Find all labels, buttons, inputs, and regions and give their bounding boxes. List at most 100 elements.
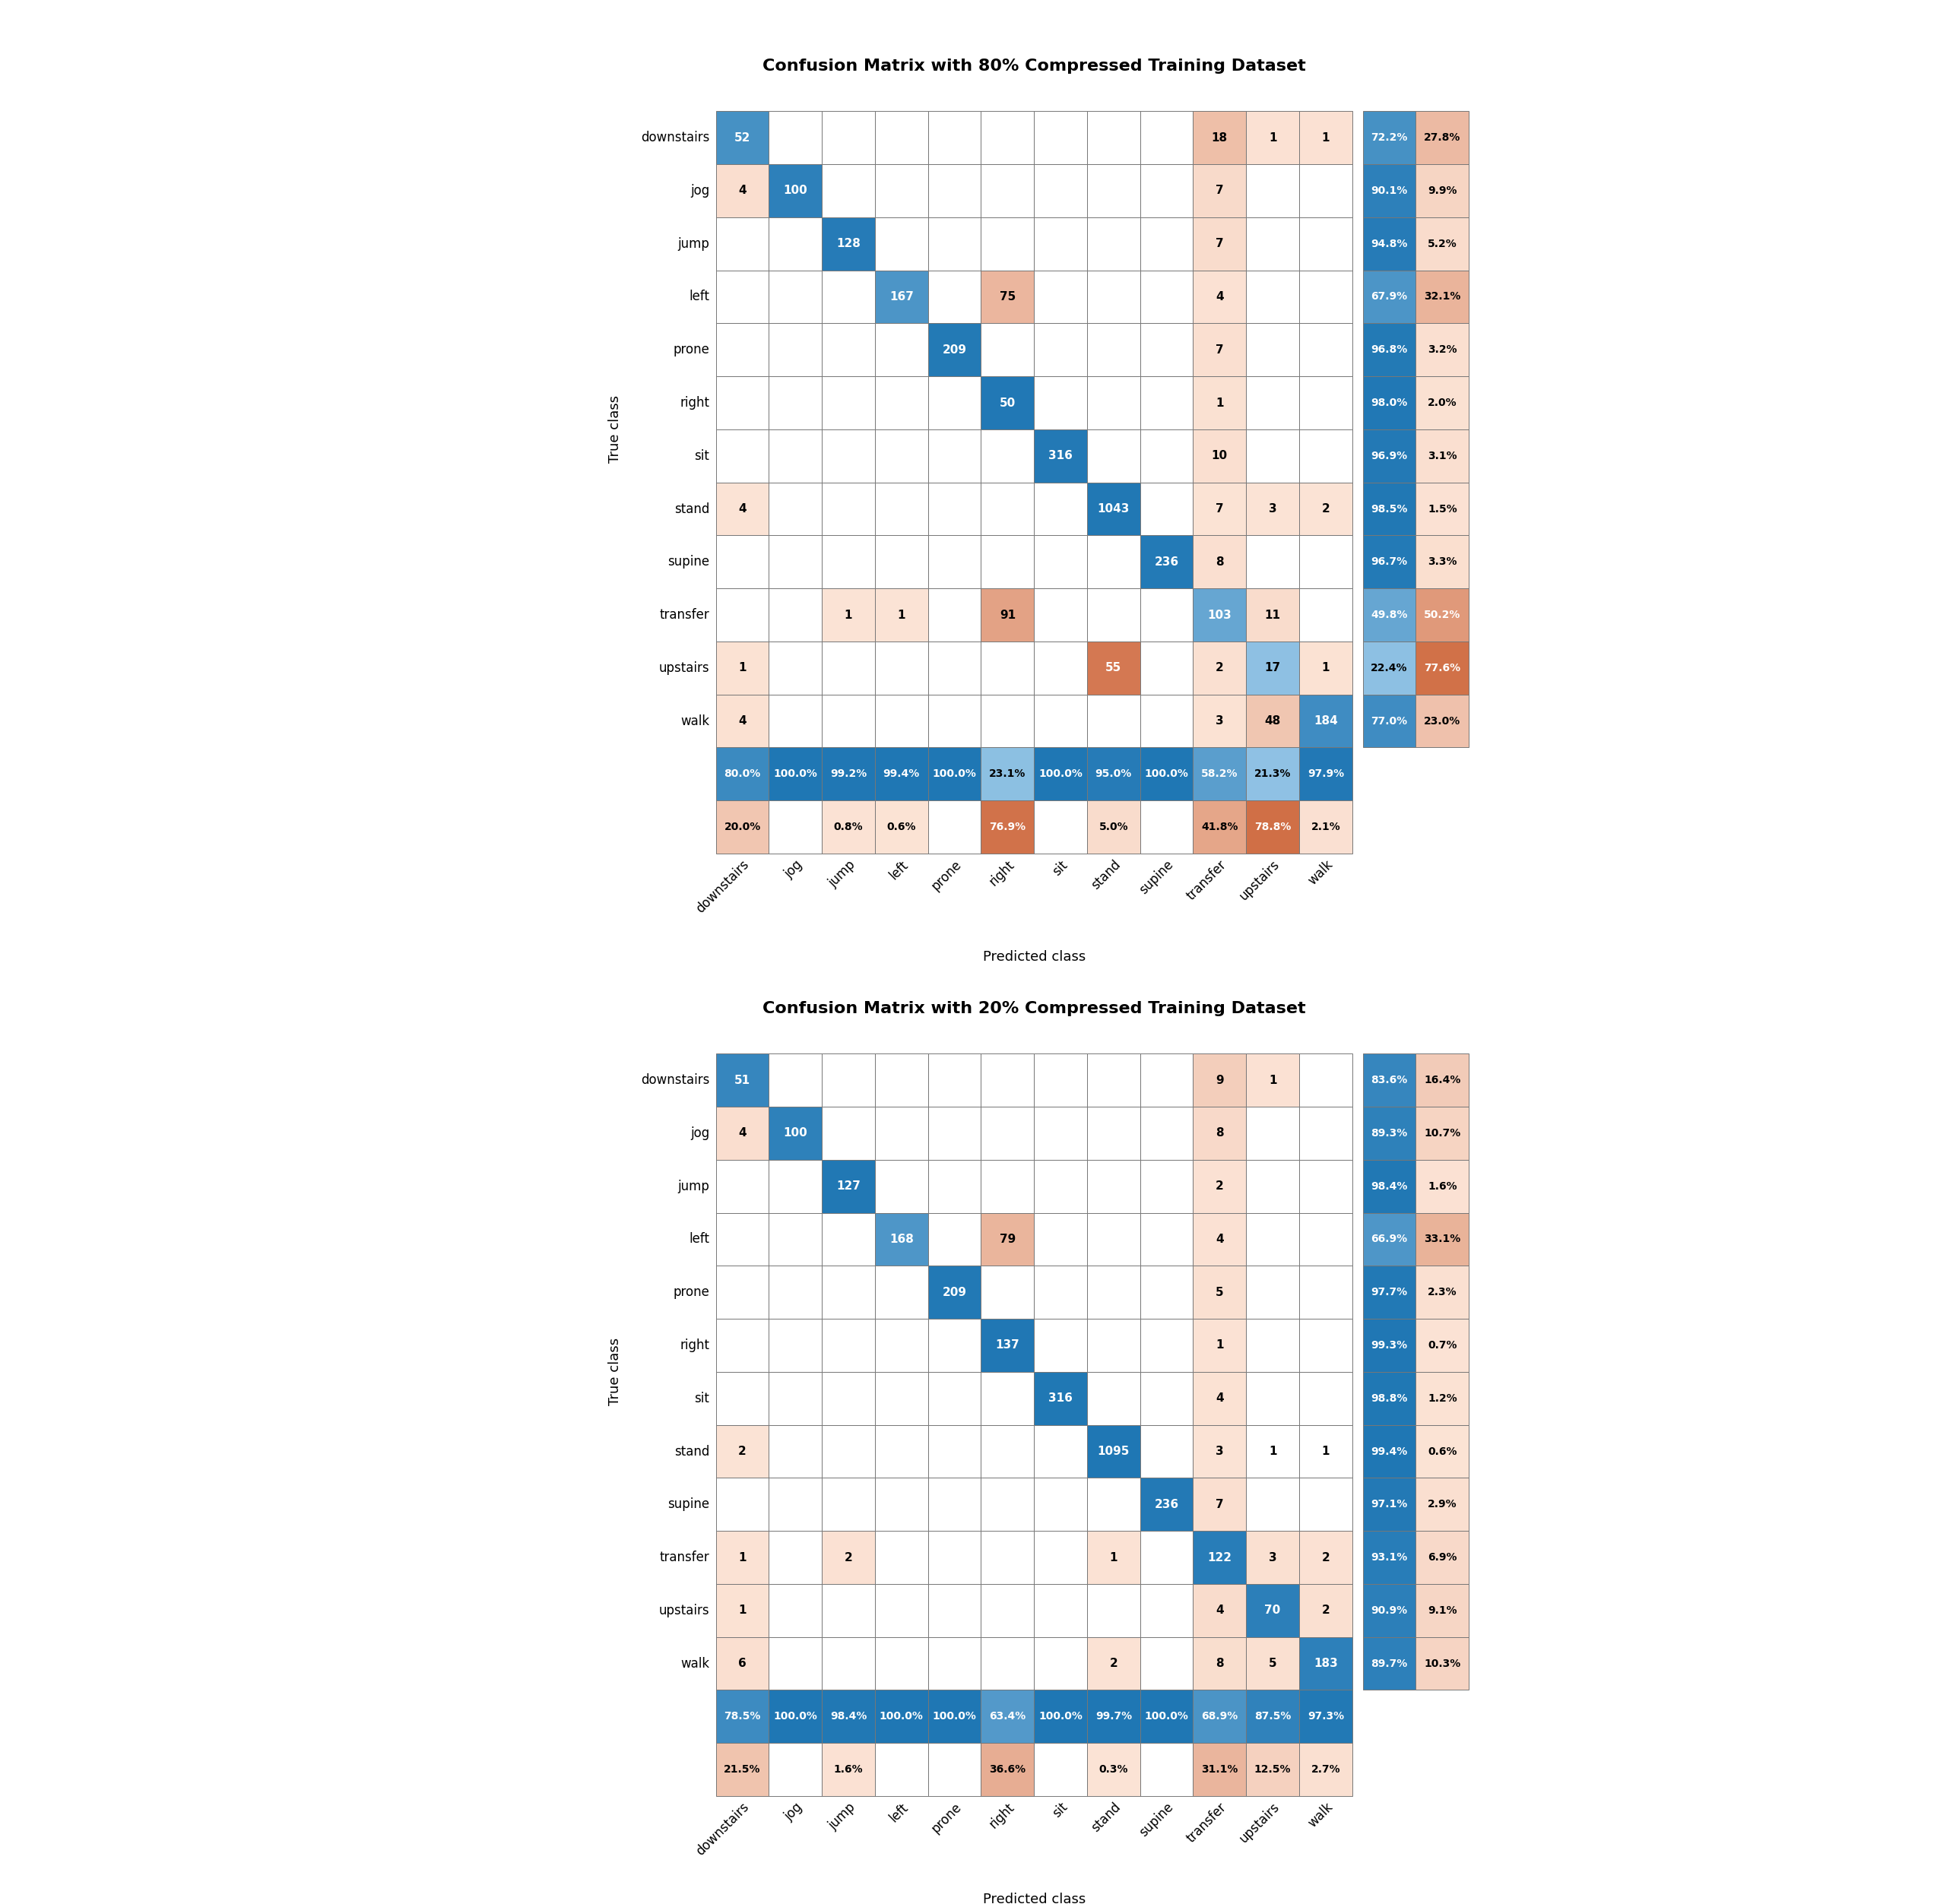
- Text: 1: 1: [1269, 1074, 1277, 1085]
- Text: left: left: [886, 859, 911, 882]
- Bar: [927, 800, 982, 853]
- Bar: [1246, 1053, 1299, 1106]
- Text: 5.2%: 5.2%: [1428, 238, 1457, 249]
- Bar: [716, 695, 769, 748]
- Bar: [769, 430, 822, 482]
- Bar: [1363, 217, 1416, 270]
- Bar: [822, 535, 874, 588]
- Bar: [1193, 1742, 1246, 1795]
- Text: 7: 7: [1215, 503, 1224, 514]
- Text: jump: jump: [825, 859, 859, 889]
- Bar: [1088, 695, 1140, 748]
- Text: 9.9%: 9.9%: [1428, 185, 1457, 196]
- Bar: [1035, 535, 1088, 588]
- Bar: [1035, 217, 1088, 270]
- Bar: [769, 695, 822, 748]
- Bar: [1193, 1478, 1246, 1531]
- Bar: [927, 430, 982, 482]
- Bar: [1088, 1160, 1140, 1213]
- Text: 3.1%: 3.1%: [1428, 451, 1457, 461]
- Bar: [1035, 1319, 1088, 1373]
- Text: 100.0%: 100.0%: [773, 1712, 818, 1721]
- Text: 4: 4: [737, 503, 747, 514]
- Bar: [1363, 695, 1416, 748]
- Bar: [769, 110, 822, 164]
- Bar: [769, 1478, 822, 1531]
- Bar: [982, 800, 1035, 853]
- Bar: [716, 1478, 769, 1531]
- Bar: [769, 324, 822, 377]
- Text: jog: jog: [690, 1127, 710, 1140]
- Bar: [1416, 642, 1469, 695]
- Text: 1.2%: 1.2%: [1428, 1394, 1457, 1403]
- Bar: [1299, 324, 1352, 377]
- Bar: [769, 1373, 822, 1424]
- Text: 236: 236: [1154, 556, 1179, 567]
- Bar: [1140, 1160, 1193, 1213]
- Text: 5: 5: [1269, 1658, 1277, 1670]
- Bar: [1363, 430, 1416, 482]
- Text: transfer: transfer: [1183, 1801, 1228, 1845]
- Text: 33.1%: 33.1%: [1424, 1234, 1461, 1245]
- Bar: [1299, 535, 1352, 588]
- Bar: [982, 1053, 1035, 1106]
- Text: 78.8%: 78.8%: [1254, 823, 1291, 832]
- Text: 1: 1: [1109, 1552, 1117, 1563]
- Text: 96.7%: 96.7%: [1371, 556, 1408, 567]
- Bar: [982, 1637, 1035, 1691]
- Text: 10.3%: 10.3%: [1424, 1658, 1461, 1668]
- Bar: [982, 1319, 1035, 1373]
- Bar: [822, 270, 874, 324]
- Bar: [927, 588, 982, 642]
- Bar: [982, 588, 1035, 642]
- Bar: [1035, 1637, 1088, 1691]
- Bar: [1140, 164, 1193, 217]
- Bar: [822, 1053, 874, 1106]
- Text: 100: 100: [782, 185, 808, 196]
- Bar: [1193, 1424, 1246, 1478]
- Bar: [982, 642, 1035, 695]
- Bar: [1088, 110, 1140, 164]
- Bar: [1299, 217, 1352, 270]
- Text: 6.9%: 6.9%: [1428, 1552, 1457, 1563]
- Text: 0.7%: 0.7%: [1428, 1340, 1457, 1350]
- Bar: [1363, 1266, 1416, 1319]
- Bar: [1416, 1584, 1469, 1637]
- Text: right: right: [986, 1801, 1017, 1832]
- Bar: [982, 482, 1035, 535]
- Bar: [1088, 270, 1140, 324]
- Bar: [1140, 1373, 1193, 1424]
- Bar: [874, 217, 927, 270]
- Bar: [1299, 1584, 1352, 1637]
- Text: 1: 1: [737, 1605, 747, 1616]
- Text: transfer: transfer: [1183, 859, 1228, 902]
- Bar: [1035, 164, 1088, 217]
- Bar: [1246, 588, 1299, 642]
- Text: 23.1%: 23.1%: [990, 769, 1025, 779]
- Bar: [1363, 535, 1416, 588]
- Bar: [1363, 164, 1416, 217]
- Bar: [1246, 1637, 1299, 1691]
- Bar: [1416, 217, 1469, 270]
- Bar: [716, 482, 769, 535]
- Bar: [769, 1424, 822, 1478]
- Text: 7: 7: [1215, 185, 1224, 196]
- Bar: [1246, 642, 1299, 695]
- Bar: [874, 1742, 927, 1795]
- Text: Confusion Matrix with 20% Compressed Training Dataset: Confusion Matrix with 20% Compressed Tra…: [763, 1002, 1307, 1017]
- Bar: [1035, 377, 1088, 430]
- Text: sit: sit: [1050, 1801, 1070, 1820]
- Text: 99.7%: 99.7%: [1095, 1712, 1133, 1721]
- Text: 0.8%: 0.8%: [833, 823, 863, 832]
- Text: jump: jump: [825, 1801, 859, 1832]
- Bar: [874, 1319, 927, 1373]
- Bar: [982, 748, 1035, 800]
- Bar: [982, 377, 1035, 430]
- Text: 97.7%: 97.7%: [1371, 1287, 1408, 1299]
- Text: jump: jump: [677, 236, 710, 251]
- Text: True class: True class: [608, 1339, 622, 1405]
- Text: prone: prone: [929, 1801, 964, 1835]
- Bar: [927, 1691, 982, 1742]
- Text: 2.7%: 2.7%: [1311, 1765, 1340, 1775]
- Text: right: right: [681, 396, 710, 409]
